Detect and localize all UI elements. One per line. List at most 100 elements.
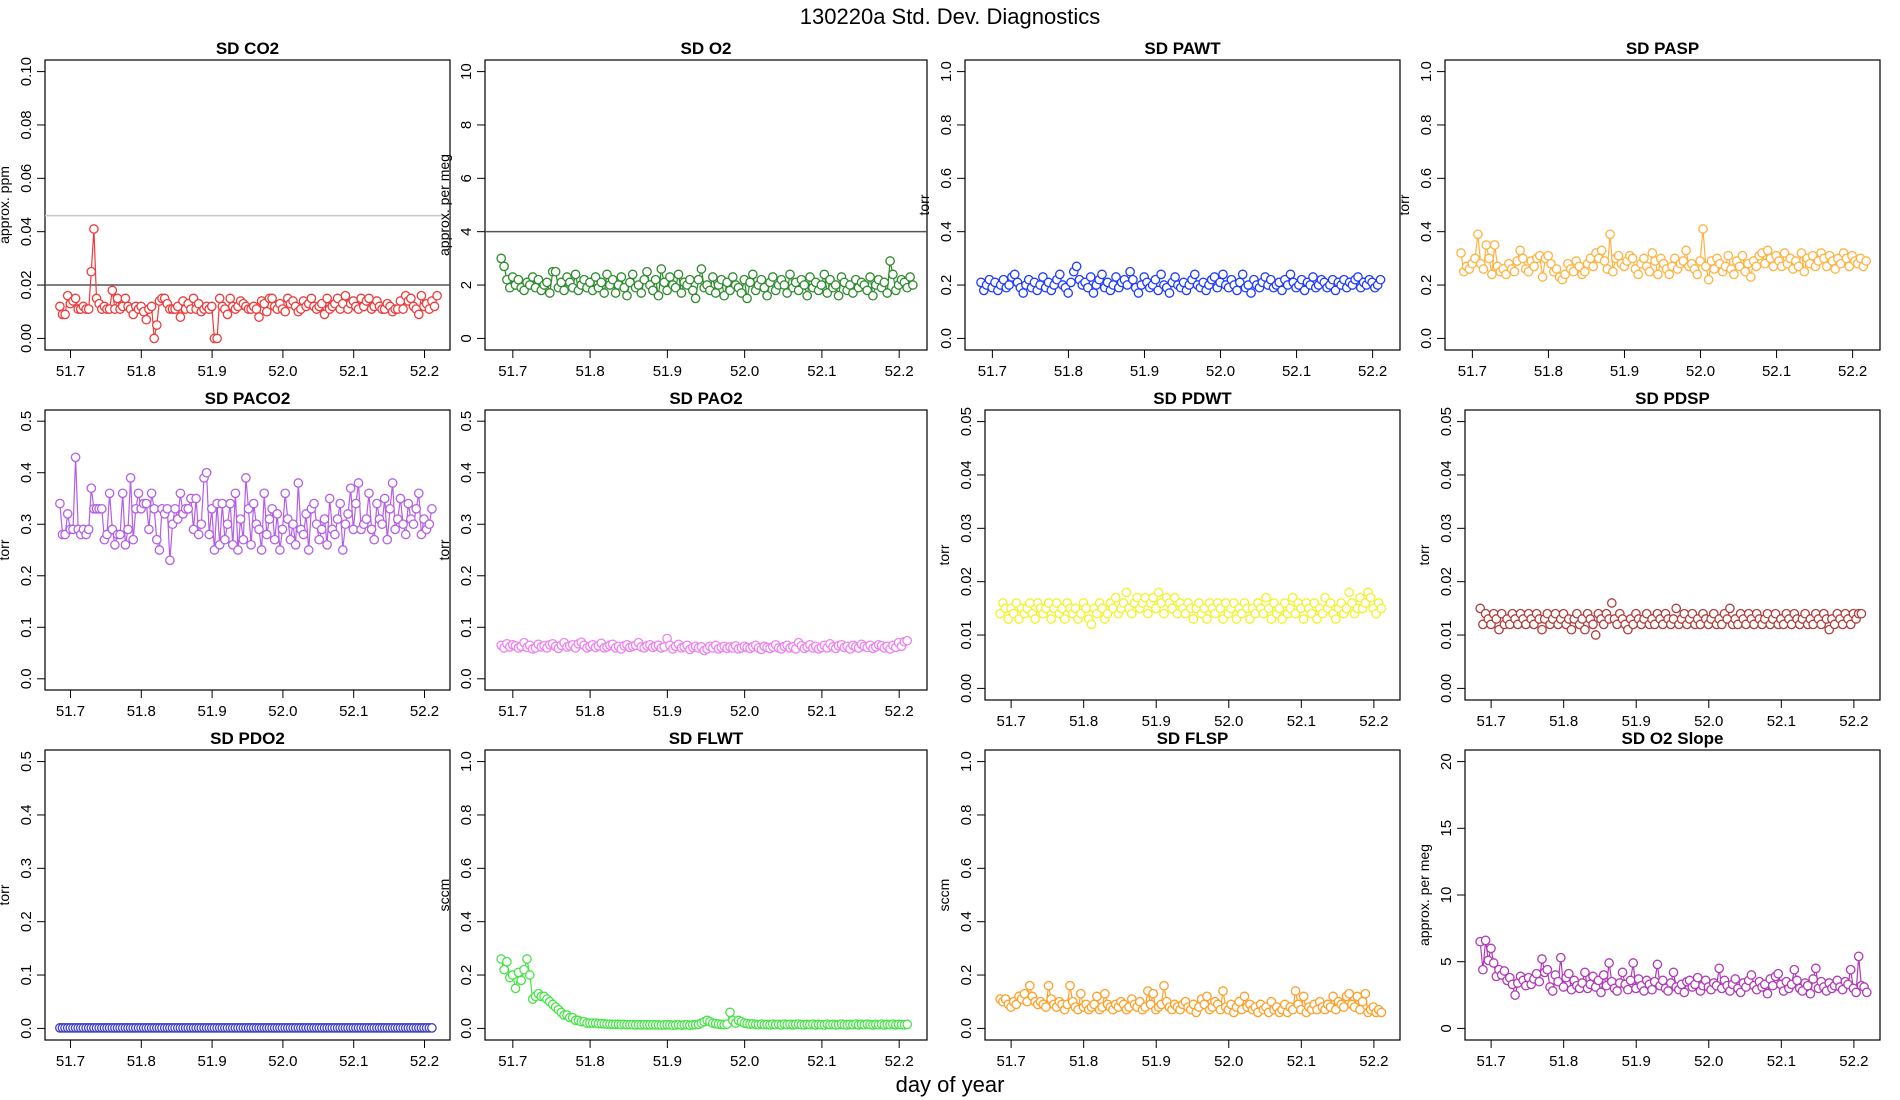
y-tick-label: 0.05 [958, 407, 975, 436]
y-tick-label: 0.04 [958, 460, 975, 489]
data-point [1730, 974, 1741, 984]
data-point [361, 514, 372, 524]
panel-3: SD PAWT 51.7 51.8 51.9 52.0 52.1 52.2 0.0 0.2 0.4… [916, 39, 1401, 380]
data-point [1489, 240, 1500, 250]
y-tick-label: 0.6 [458, 858, 475, 879]
data-point [141, 498, 152, 509]
data-point [217, 498, 228, 509]
x-tick-label: 52.2 [1839, 1053, 1868, 1070]
x-tick-label: 51.7 [997, 1053, 1026, 1070]
data-point [1046, 614, 1057, 624]
data-point [1059, 614, 1070, 624]
data-point [570, 269, 581, 280]
x-tick-label: 52.2 [885, 703, 914, 720]
data-point [1004, 280, 1014, 290]
x-tick-label: 52.0 [268, 703, 297, 720]
data-point [1298, 991, 1309, 1002]
data-point [322, 293, 332, 304]
data-point [687, 285, 698, 296]
y-tick-label: 0.0 [458, 668, 475, 689]
data-point [736, 288, 747, 298]
plot-frame [1464, 749, 1881, 1041]
data-point [170, 503, 180, 514]
y-tick-label: 0.04 [1438, 460, 1455, 489]
data-point [272, 509, 283, 519]
data-point [1128, 274, 1138, 285]
data-point [395, 493, 406, 504]
panel-2: SD O2 51.7 51.8 51.9 52.0 52.1 52.2 0 2 4 6 8 10 appr… [436, 39, 928, 380]
data-point [104, 488, 115, 499]
data-point [259, 488, 270, 499]
data-point [214, 293, 225, 304]
data-point [885, 256, 895, 266]
x-tick-label: 52.2 [1839, 713, 1868, 730]
data-point [319, 514, 330, 524]
x-tick-label: 52.0 [1694, 713, 1723, 730]
data-point [1767, 980, 1778, 991]
data-point [123, 524, 133, 535]
data-point [1555, 952, 1566, 963]
data-point [406, 293, 416, 304]
data-point [502, 956, 512, 967]
x-tick-label: 51.8 [127, 703, 156, 720]
data-point [1111, 272, 1121, 282]
y-axis-label: torr [0, 539, 12, 560]
data-point [1054, 269, 1065, 280]
data-point [1344, 988, 1355, 999]
y-tick-label: 0.0 [938, 328, 955, 349]
panel-10: SD FLWT 51.7 51.8 51.9 52.0 52.1 52.2 0.0 0.2 0.4… [436, 729, 928, 1070]
data-point [62, 509, 73, 519]
figure-x-axis-label: day of year [895, 1072, 1005, 1097]
y-tick-label: 6 [458, 174, 475, 182]
data-point [499, 964, 509, 975]
data-point [120, 293, 131, 304]
data-point [745, 277, 755, 288]
data-point [1596, 987, 1606, 998]
data-point [70, 293, 81, 304]
x-tick-label: 52.1 [1282, 363, 1311, 380]
panel-title: SD PAO2 [669, 389, 742, 408]
panel-1: SD CO2 51.7 51.8 51.9 52.0 52.1 52.2 0.00 0.02 0.… [0, 39, 451, 380]
data-point [868, 290, 878, 301]
x-tick-label: 52.0 [730, 703, 759, 720]
data-point [1762, 245, 1773, 256]
data-point [1663, 986, 1673, 996]
data-point [816, 280, 827, 290]
data-point [1627, 253, 1638, 264]
x-tick-label: 51.8 [1069, 713, 1098, 730]
data-point [830, 280, 841, 290]
y-tick-label: 15 [1438, 820, 1455, 837]
data-point [1845, 964, 1856, 975]
data-point [364, 293, 374, 304]
x-tick-label: 52.1 [1287, 713, 1316, 730]
y-axis-label: torr [916, 194, 932, 215]
data-point [1290, 986, 1301, 996]
x-tick-label: 51.8 [1069, 1053, 1098, 1070]
data-point [1695, 256, 1705, 266]
data-point [212, 333, 222, 344]
data-point [408, 519, 419, 530]
data-point [1499, 966, 1510, 976]
data-point [264, 514, 275, 524]
data-point [175, 488, 186, 499]
y-tick-label: 0.04 [18, 217, 35, 246]
data-point [1851, 987, 1861, 998]
y-tick-label: 0.0 [458, 1018, 475, 1039]
data-point [650, 274, 661, 285]
data-point [1325, 598, 1336, 608]
data-point [183, 503, 194, 514]
data-point [151, 534, 162, 545]
x-tick-label: 52.1 [1762, 363, 1791, 380]
x-tick-label: 51.7 [1458, 363, 1487, 380]
x-tick-label: 51.9 [653, 703, 682, 720]
data-point [1639, 253, 1649, 264]
data-point [1481, 240, 1492, 250]
data-point [1580, 624, 1590, 635]
data-point [1360, 988, 1371, 999]
panel-12: SD O2 Slope 51.7 51.8 51.9 52.0 52.1 52.2 0 5 10 1… [1416, 729, 1881, 1070]
y-tick-label: 0.01 [1438, 620, 1455, 649]
x-tick-label: 52.2 [1838, 363, 1867, 380]
data-point [220, 534, 230, 545]
x-tick-label: 51.9 [1622, 713, 1651, 730]
